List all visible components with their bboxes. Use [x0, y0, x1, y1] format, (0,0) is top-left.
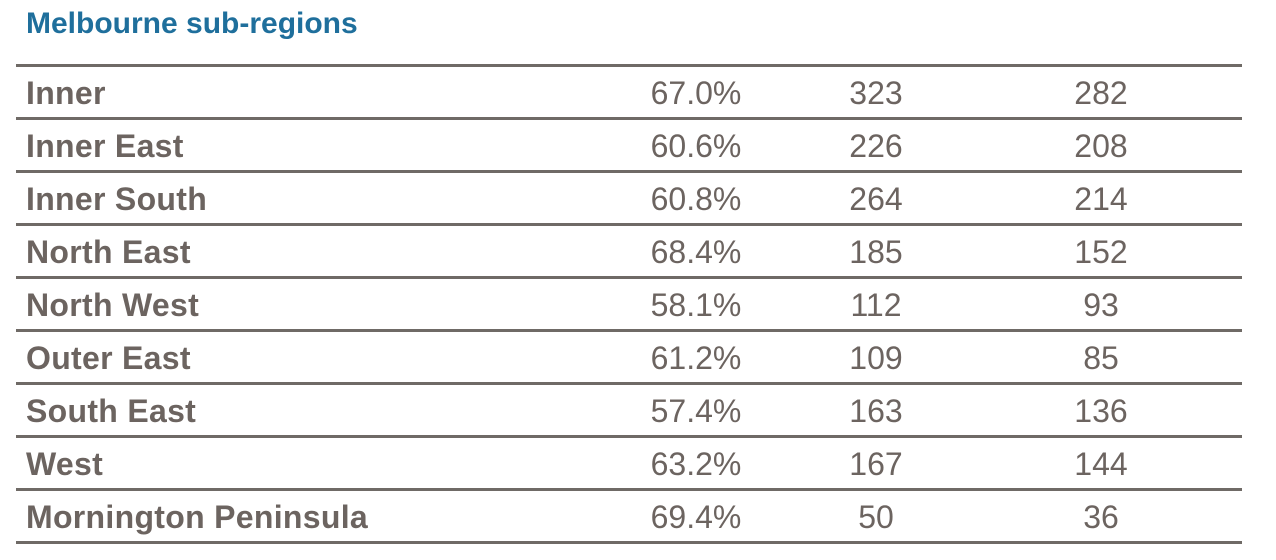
sub-regions-table: Inner 67.0% 323 282 Inner East 60.6% 226…: [16, 64, 1242, 544]
percent-cell: 68.4%: [650, 234, 742, 270]
value-a-cell: 112: [850, 287, 902, 323]
region-name: Mornington Peninsula: [26, 499, 368, 535]
percent-cell: 57.4%: [650, 393, 742, 429]
region-name: South East: [26, 393, 197, 429]
table-row: West 63.2% 167 144: [16, 438, 1242, 491]
percent-cell: 61.2%: [650, 340, 742, 376]
region-name: Inner: [26, 75, 106, 111]
region-name: Inner East: [26, 128, 184, 164]
value-a-cell: 167: [849, 446, 903, 482]
value-a-cell: 264: [849, 181, 903, 217]
region-name: Inner South: [26, 181, 208, 217]
value-b-cell: 282: [1074, 75, 1128, 111]
table-row: Inner South 60.8% 264 214: [16, 173, 1242, 226]
percent-cell: 63.2%: [650, 446, 742, 482]
table-row: Outer East 61.2% 109 85: [16, 332, 1242, 385]
percent-cell: 67.0%: [650, 75, 742, 111]
value-b-cell: 36: [1083, 499, 1119, 535]
table-row: Inner East 60.6% 226 208: [16, 120, 1242, 173]
region-name: North East: [26, 234, 191, 270]
value-a-cell: 109: [849, 340, 903, 376]
value-b-cell: 144: [1074, 446, 1128, 482]
table-title: Melbourne sub-regions: [26, 7, 358, 40]
percent-cell: 69.4%: [650, 499, 742, 535]
table-row: Mornington Peninsula 69.4% 50 36: [16, 491, 1242, 544]
value-a-cell: 163: [849, 393, 903, 429]
value-a-cell: 323: [849, 75, 903, 111]
value-a-cell: 50: [858, 499, 894, 535]
table-row: South East 57.4% 163 136: [16, 385, 1242, 438]
value-b-cell: 214: [1074, 181, 1128, 217]
value-b-cell: 208: [1074, 128, 1128, 164]
value-a-cell: 185: [849, 234, 903, 270]
percent-cell: 58.1%: [650, 287, 742, 323]
percent-cell: 60.8%: [650, 181, 742, 217]
region-name: Outer East: [26, 340, 191, 376]
value-b-cell: 93: [1083, 287, 1119, 323]
table-row: North East 68.4% 185 152: [16, 226, 1242, 279]
value-b-cell: 152: [1074, 234, 1128, 270]
percent-cell: 60.6%: [650, 128, 742, 164]
value-b-cell: 136: [1074, 393, 1128, 429]
table-row: Inner 67.0% 323 282: [16, 67, 1242, 120]
value-a-cell: 226: [849, 128, 903, 164]
value-b-cell: 85: [1083, 340, 1119, 376]
region-name: West: [26, 446, 104, 482]
table-row: North West 58.1% 112 93: [16, 279, 1242, 332]
region-name: North West: [26, 287, 200, 323]
